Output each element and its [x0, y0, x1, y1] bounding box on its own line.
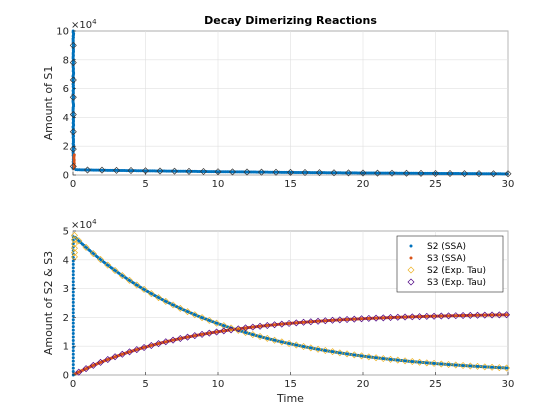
- series-point: [72, 342, 75, 345]
- y-tick-label: 0: [63, 371, 69, 382]
- series-point: [72, 325, 75, 328]
- series-point: [72, 277, 75, 280]
- series-point: [72, 356, 75, 359]
- bottom-y-exponent-power: 4: [92, 218, 97, 226]
- series-point: [72, 304, 75, 307]
- x-tick-label: 25: [429, 379, 442, 390]
- y-tick-label: 6: [63, 84, 69, 95]
- legend-entry-label: S3 (SSA): [427, 254, 466, 264]
- series-point: [72, 284, 75, 287]
- x-tick-label: 30: [502, 179, 515, 190]
- y-tick-label: 1: [63, 342, 69, 353]
- series-point: [72, 353, 75, 356]
- series-point: [72, 273, 75, 276]
- series-point: [72, 335, 75, 338]
- x-tick-label: 20: [357, 179, 370, 190]
- top-y-exponent-base: ×10: [71, 20, 92, 31]
- series-point: [72, 280, 75, 283]
- x-tick-label: 15: [284, 179, 297, 190]
- series-point: [72, 367, 75, 370]
- series-point: [72, 318, 75, 321]
- legend: S2 (SSA) S3 (SSA) S2 (Exp. Tau) S3 (Exp. Ta…: [397, 236, 503, 292]
- legend-marker: [410, 257, 413, 260]
- x-tick-label: 5: [142, 379, 148, 390]
- x-tick-label: 30: [502, 379, 515, 390]
- y-tick-label: 3: [63, 284, 69, 295]
- y-tick-label: 5: [63, 227, 69, 238]
- series-point: [72, 294, 75, 297]
- bottom-y-axis-label: Amount of S2 & S3: [42, 251, 55, 355]
- x-tick-label: 10: [212, 179, 225, 190]
- top-y-axis-label: Amount of S1: [42, 66, 55, 141]
- legend-entry-label: S2 (SSA): [427, 242, 466, 252]
- top-y-exponent-power: 4: [92, 18, 97, 26]
- legend-marker: [410, 245, 413, 248]
- x-tick-label: 10: [212, 379, 225, 390]
- legend-entry-label: S2 (Exp. Tau): [427, 266, 486, 276]
- y-tick-label: 10: [56, 27, 69, 38]
- y-tick-label: 2: [63, 313, 69, 324]
- series-point: [72, 322, 75, 325]
- bottom-y-exponent-label: ×104: [71, 218, 97, 231]
- y-tick-label: 4: [63, 113, 69, 124]
- series-point: [72, 270, 75, 273]
- y-tick-label: 4: [63, 255, 69, 266]
- series-point: [72, 349, 75, 352]
- y-tick-label: 2: [63, 142, 69, 153]
- series-point: [72, 266, 75, 269]
- series-point: [72, 297, 75, 300]
- top-subplot: 0 5 10 15 20 25 30 0 2 4 6 8 10 Decay Dimerizing Rea…: [42, 14, 514, 190]
- bottom-y-exponent-base: ×10: [71, 220, 92, 231]
- series-point: [72, 263, 75, 266]
- legend-entry-label: S3 (Exp. Tau): [427, 278, 486, 288]
- chart-title: Decay Dimerizing Reactions: [204, 14, 377, 27]
- series-point: [72, 291, 75, 294]
- series-point: [72, 339, 75, 342]
- y-tick-label: 0: [63, 171, 69, 182]
- bottom-subplot: 0 5 10 15 20 25 30 0 1 2 3 4 5 Amount of S2 & S3 Tim…: [42, 218, 514, 405]
- y-tick-label: 8: [63, 55, 69, 66]
- x-tick-label: 0: [70, 379, 76, 390]
- top-y-exponent-label: ×104: [71, 18, 97, 31]
- x-tick-label: 20: [357, 379, 370, 390]
- x-tick-label: 15: [284, 379, 297, 390]
- x-tick-label: 25: [429, 179, 442, 190]
- series-point: [72, 301, 75, 304]
- series-point: [72, 329, 75, 332]
- x-tick-label: 5: [142, 179, 148, 190]
- x-tick-label: 0: [70, 179, 76, 190]
- x-axis-label: Time: [276, 392, 304, 405]
- series-point: [72, 360, 75, 363]
- series-point: [72, 363, 75, 366]
- series-point: [72, 308, 75, 311]
- series-point: [72, 311, 75, 314]
- series-point: [72, 332, 75, 335]
